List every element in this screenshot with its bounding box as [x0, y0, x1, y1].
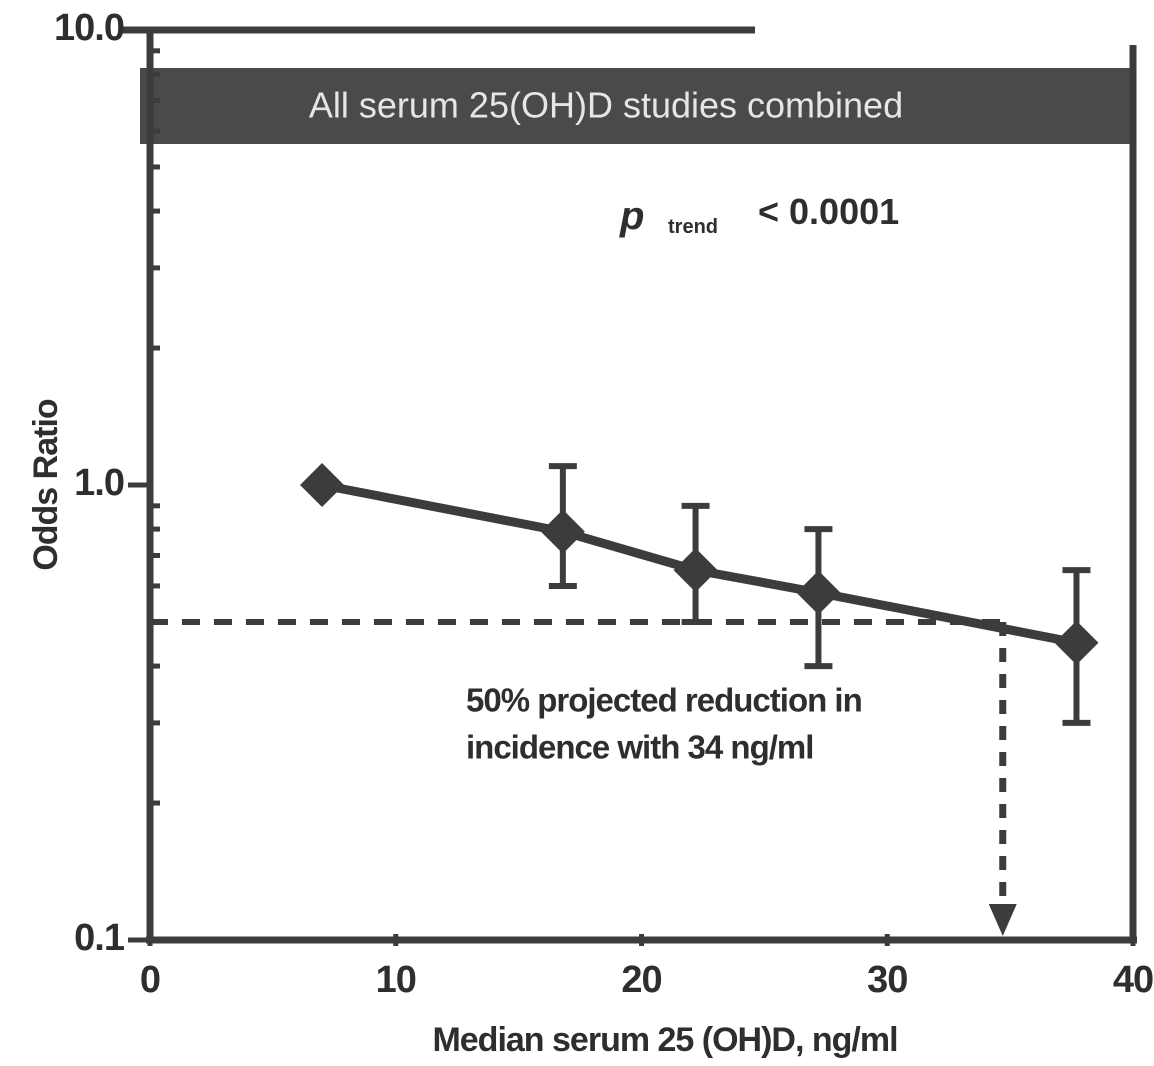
p-annotation: p trend < 0.0001	[619, 191, 899, 239]
x-tick-label: 20	[621, 959, 661, 1001]
p-symbol: p	[619, 194, 644, 238]
note-line: 50% projected reduction in	[466, 682, 862, 719]
note-line: incidence with 34 ng/ml	[466, 729, 813, 766]
x-axis-title: Median serum 25 (OH)D, ng/ml	[432, 1021, 897, 1059]
x-tick-label: 30	[867, 959, 907, 1001]
y-tick-label: 0.1	[74, 917, 125, 959]
y-tick-label: 10.0	[54, 7, 124, 49]
y-tick-label: 1.0	[74, 462, 124, 504]
data-point	[540, 509, 585, 554]
data-point	[1054, 620, 1099, 665]
p-value: < 0.0001	[758, 191, 899, 232]
reference-arrow	[988, 904, 1017, 936]
x-tick-label: 0	[140, 959, 160, 1001]
data-point	[796, 570, 841, 615]
p-subscript: trend	[668, 216, 718, 238]
data-point	[300, 463, 345, 507]
y-axis-title: Odds Ratio	[27, 399, 65, 571]
x-tick-label: 40	[1113, 959, 1153, 1001]
title-banner	[140, 68, 1136, 144]
x-tick-label: 10	[376, 959, 416, 1001]
chart-title: All serum 25(OH)D studies combined	[309, 85, 903, 126]
data-point	[673, 548, 718, 593]
